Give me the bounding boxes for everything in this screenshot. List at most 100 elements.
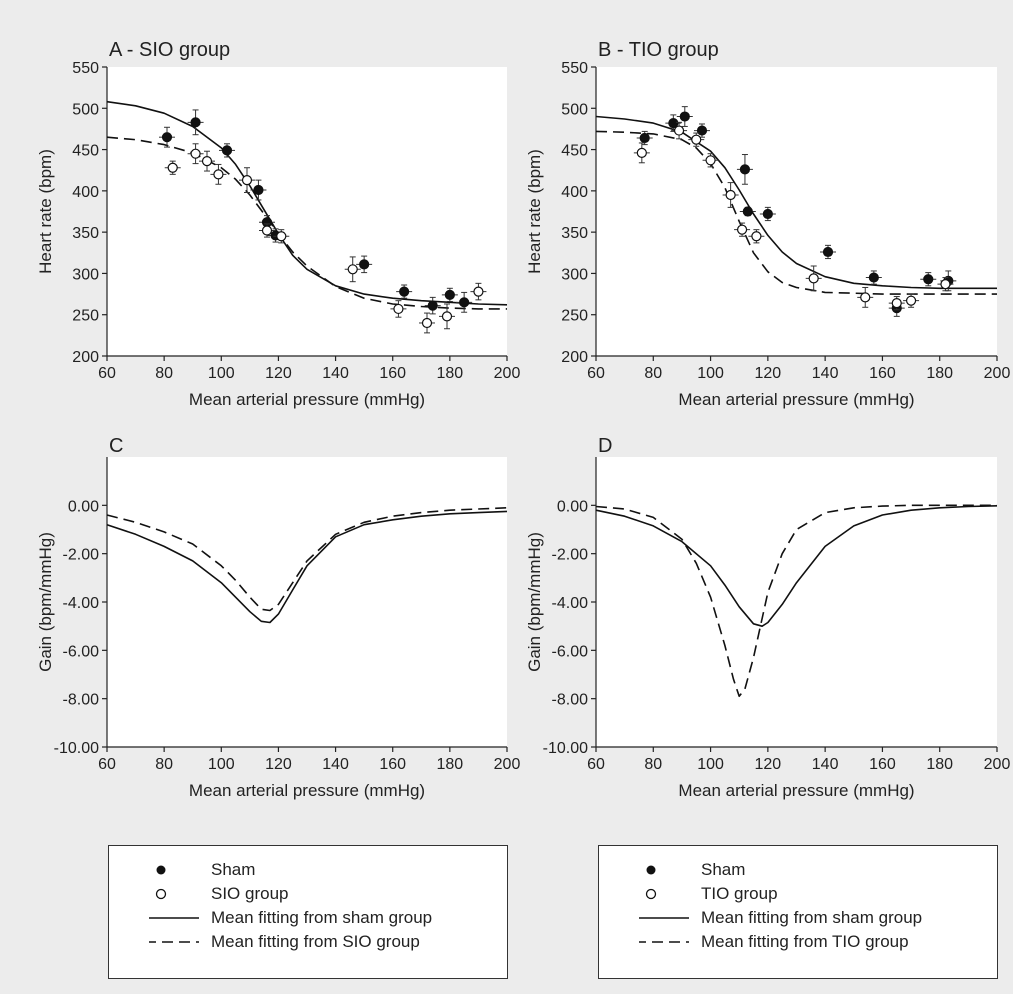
legend-item-sham: Sham [109,859,507,881]
y-tick-label: 300 [561,266,588,283]
y-tick-label: -8.00 [63,692,100,709]
data-point-group [261,225,273,236]
x-axis-label: Mean arterial pressure (mmHg) [678,781,914,800]
data-point-group [473,286,484,297]
y-tick-label: -2.00 [63,547,100,564]
data-point-sham [161,132,173,143]
data-point-group [751,231,762,242]
data-point-group [190,148,201,159]
dashed-line-icon [639,941,689,943]
x-tick-label: 140 [812,756,839,773]
data-point-group [213,169,224,180]
y-tick-label: 550 [72,60,99,77]
y-tick-label: 0.00 [557,498,588,515]
plot-area [107,457,507,747]
x-tick-label: 120 [265,756,292,773]
data-point-sham [427,300,438,311]
y-axis-label: Heart rate (bpm) [36,149,55,274]
open-circle-icon [645,888,657,900]
data-point-group [940,279,951,290]
x-tick-label: 200 [494,365,521,382]
legend-item-group-fit: Mean fitting from TIO group [599,931,997,953]
dashed-line-icon [149,941,199,943]
legend-label: SIO group [211,884,289,903]
legend-left: Sham SIO group Mean fitting from sham gr… [108,845,508,979]
x-tick-label: 60 [98,365,116,382]
data-point-group [441,311,453,322]
data-point-sham [679,111,690,122]
x-tick-label: 200 [984,365,1011,382]
data-point-group [347,264,358,275]
y-tick-label: 200 [72,349,99,366]
x-tick-label: 100 [697,365,724,382]
data-point-sham [399,286,410,297]
data-point-sham [868,272,879,283]
data-point-sham [762,208,773,220]
x-tick-label: 140 [812,365,839,382]
chart-panel-d: D 60 80 100 120 140 160 180 200 -10.00 -8.00 -6.00 -… [525,435,1010,800]
data-point-group [167,162,178,173]
x-tick-label: 160 [379,365,406,382]
y-tick-label: -10.00 [54,740,99,757]
y-tick-label: 0.00 [68,498,99,515]
y-tick-label: 350 [561,225,588,242]
chart-title: B - TIO group [598,39,719,61]
data-point-group [705,155,716,166]
legend-label: Mean fitting from sham group [701,908,923,927]
x-tick-label: 100 [208,365,235,382]
x-tick-label: 80 [155,365,173,382]
data-point-sham [923,274,934,285]
legend-item-sham-fit: Mean fitting from sham group [599,907,997,929]
plot-area [596,457,997,747]
fit-curve-solid [595,505,998,628]
x-axis-label: Mean arterial pressure (mmHg) [189,781,425,800]
plot-area [596,67,997,356]
x-tick-label: 140 [322,365,349,382]
legend-item-group: SIO group [109,883,507,905]
chart-title: A - SIO group [109,39,230,61]
data-point-group [905,295,917,306]
fit-curve-dashed [106,507,508,612]
x-tick-label: 160 [379,756,406,773]
x-tick-label: 80 [644,365,662,382]
y-tick-label: 500 [72,101,99,118]
data-point-group [725,189,736,201]
data-point-group [636,147,647,158]
x-tick-label: 180 [926,756,953,773]
fit-curve-dashed [595,504,997,698]
data-point-sham [459,297,470,308]
data-point-sham [742,206,753,217]
data-point-sham [221,145,233,156]
x-tick-label: 120 [265,365,292,382]
legend-label: TIO group [701,884,778,903]
x-axis-label: Mean arterial pressure (mmHg) [678,390,914,409]
x-tick-label: 100 [697,756,724,773]
y-tick-label: 250 [561,308,588,325]
y-axis-label: Gain (bpm/mmHg) [525,532,544,672]
x-tick-label: 60 [587,365,605,382]
x-tick-label: 180 [926,365,953,382]
y-tick-label: 450 [561,143,588,160]
y-axis-label: Heart rate (bpm) [525,149,544,274]
y-tick-label: -10.00 [543,740,588,757]
y-axis-label: Gain (bpm/mmHg) [36,532,55,672]
data-point-group [860,292,871,303]
x-tick-label: 120 [755,756,782,773]
legend-item-group: TIO group [599,883,997,905]
data-point-group [421,317,433,329]
chart-panel-c: C 60 80 100 120 140 160 180 200 -10.00 -8.00 -6.00 -… [36,435,520,800]
x-tick-label: 100 [208,756,235,773]
data-point-group [736,224,748,235]
data-point-sham [668,118,679,129]
legend-label: Sham [701,860,746,879]
y-tick-label: -4.00 [63,595,100,612]
legend-label: Mean fitting from sham group [211,908,433,927]
x-tick-label: 140 [322,756,349,773]
solid-line-icon [639,917,689,919]
y-tick-label: 550 [561,60,588,77]
x-tick-label: 160 [869,365,896,382]
data-point-group [673,125,685,136]
filled-circle-icon [156,865,166,875]
data-point-sham [190,117,201,128]
